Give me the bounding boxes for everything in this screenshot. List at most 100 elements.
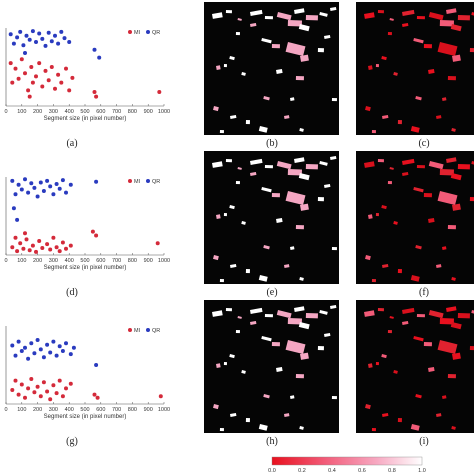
mi-point <box>158 394 163 399</box>
segment <box>276 217 283 223</box>
mi-point <box>15 249 20 254</box>
segment <box>471 11 474 17</box>
legend-label-qr: QR <box>152 328 160 334</box>
colorbar-tick: 0.2 <box>298 468 306 474</box>
segment <box>225 159 232 163</box>
qr-point <box>57 344 62 349</box>
segment <box>382 263 389 268</box>
segment <box>276 12 292 21</box>
mi-point <box>37 239 42 243</box>
segment <box>393 369 398 374</box>
qr-point <box>40 36 45 41</box>
segment <box>428 310 444 319</box>
caption-d: (d) <box>66 287 78 298</box>
qr-point <box>37 31 42 36</box>
mi-point <box>45 242 50 247</box>
segment <box>229 354 235 359</box>
segment <box>457 313 470 319</box>
colorbar: 0.0 0.2 0.4 0.6 0.8 1.0 <box>268 456 426 474</box>
segment <box>446 8 457 14</box>
mi-point <box>92 392 97 397</box>
mi-point <box>26 88 31 93</box>
qr-point <box>19 187 24 192</box>
mi-point <box>10 245 15 250</box>
segment <box>457 163 470 170</box>
segment <box>389 166 394 170</box>
mi-point <box>70 75 75 80</box>
segment <box>413 38 424 44</box>
segment <box>235 32 240 36</box>
mi-point <box>90 229 95 234</box>
segment <box>365 105 371 112</box>
qr-point <box>53 33 57 38</box>
segment <box>447 224 456 230</box>
mi-point <box>60 394 65 399</box>
x-tick-label: 1000 <box>158 407 170 413</box>
segment <box>393 221 398 225</box>
qr-point <box>23 345 27 350</box>
segment <box>402 320 409 325</box>
caption-b: (b) <box>266 138 278 149</box>
mi-point <box>155 241 160 246</box>
mi-point <box>13 378 18 383</box>
segment <box>402 307 415 314</box>
segment-map-panel <box>356 300 474 433</box>
segment-map-panel <box>204 151 339 284</box>
segment <box>319 161 328 166</box>
legend-marker-mi <box>128 328 132 332</box>
segment <box>264 165 273 169</box>
colorbar-tick: 0.0 <box>268 468 276 474</box>
mi-point <box>8 61 13 66</box>
mi-point <box>64 246 68 251</box>
segment <box>397 119 402 125</box>
segment <box>416 313 425 318</box>
qr-point <box>10 343 15 348</box>
segment <box>450 23 462 32</box>
qr-point <box>15 35 20 40</box>
segment <box>410 275 420 282</box>
mi-point <box>34 74 38 79</box>
segment <box>295 374 304 379</box>
qr-point <box>64 341 68 346</box>
segment <box>241 369 246 374</box>
mi-point <box>92 90 97 94</box>
mi-point <box>68 381 73 386</box>
segment <box>250 158 263 165</box>
qr-point <box>41 189 46 193</box>
mi-point <box>10 80 15 85</box>
segment <box>436 413 442 417</box>
mi-point <box>51 383 56 388</box>
qr-point <box>54 353 59 358</box>
segment <box>471 161 474 166</box>
qr-point <box>29 181 34 186</box>
legend-label-mi: MI <box>134 179 141 185</box>
segment <box>250 9 263 16</box>
segment <box>415 245 422 250</box>
segment <box>397 269 402 274</box>
segment <box>375 212 379 217</box>
x-tick-label: 300 <box>49 258 58 264</box>
mi-point <box>23 395 27 400</box>
x-tick-label: 900 <box>144 407 153 413</box>
segment <box>212 310 223 317</box>
segment <box>299 128 304 132</box>
segment <box>271 342 280 347</box>
mi-point <box>30 243 35 248</box>
segment <box>364 12 375 19</box>
x-tick-label: 0 <box>4 109 7 115</box>
qr-point <box>24 33 29 38</box>
segment <box>219 130 224 134</box>
segment <box>377 307 384 312</box>
segment <box>305 313 318 319</box>
x-tick-label: 1000 <box>158 258 170 264</box>
mi-point <box>54 391 59 396</box>
mi-point <box>40 84 45 89</box>
qr-point <box>46 30 51 35</box>
x-tick-label: 500 <box>80 258 89 264</box>
segment <box>287 168 302 176</box>
segment <box>290 97 295 101</box>
qr-point <box>13 192 18 197</box>
segment <box>428 161 444 170</box>
segment <box>371 428 376 432</box>
